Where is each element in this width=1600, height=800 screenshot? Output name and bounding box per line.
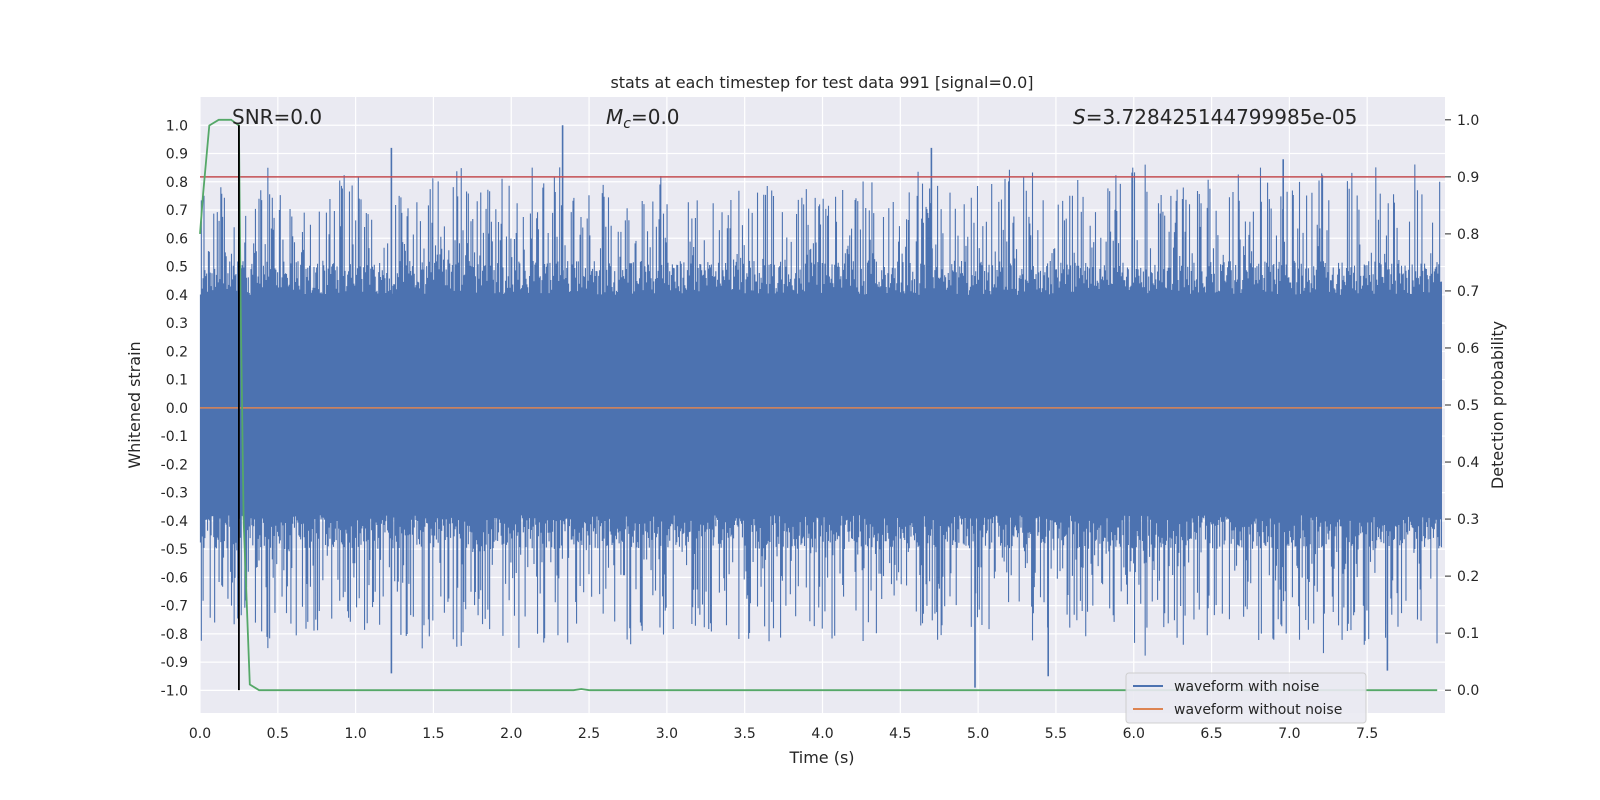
y-tick-label-right: 0.0 (1457, 683, 1479, 699)
y-tick-label-left: -0.2 (161, 457, 188, 473)
y-tick-label-left: 0.8 (166, 175, 188, 191)
y-tick-label-right: 0.4 (1457, 455, 1479, 471)
s-annotation: S=3.728425144799985e-05 (1073, 105, 1357, 129)
y-tick-label-left: -0.8 (161, 627, 188, 643)
x-tick-label: 6.5 (1200, 726, 1222, 742)
x-tick-label: 0.0 (189, 726, 211, 742)
y-tick-label-right: 1.0 (1457, 113, 1479, 129)
x-tick-label: 2.0 (500, 726, 522, 742)
y-tick-label-left: 0.1 (166, 373, 188, 389)
y-tick-label-left: -0.5 (161, 542, 188, 558)
x-tick-label: 1.5 (422, 726, 444, 742)
legend-label-clean: waveform without noise (1174, 702, 1342, 718)
y-tick-label-left: 0.2 (166, 344, 188, 360)
x-tick-label: 3.5 (734, 726, 756, 742)
x-tick-label: 6.0 (1123, 726, 1145, 742)
y-tick-label-left: 0.6 (166, 231, 188, 247)
y-tick-label-left: 0.3 (166, 316, 188, 332)
x-tick-label: 0.5 (267, 726, 289, 742)
y-tick-label-left: -1.0 (161, 683, 188, 699)
legend: waveform with noise waveform without noi… (1125, 672, 1367, 724)
x-tick-label: 5.5 (1045, 726, 1067, 742)
y-tick-label-left: 0.5 (166, 260, 188, 276)
noise-peak (390, 125, 1389, 688)
y-tick-label-left: -0.9 (161, 655, 188, 671)
y-tick-label-left: 0.4 (166, 288, 188, 304)
s-value: =3.728425144799985e-05 (1086, 105, 1358, 129)
y-tick-label-right: 0.8 (1457, 227, 1479, 243)
chart-title: stats at each timestep for test data 991… (610, 73, 1033, 92)
x-tick-label: 1.0 (344, 726, 366, 742)
y-tick-label-right: 0.7 (1457, 284, 1479, 300)
y-tick-label-left: -0.6 (161, 570, 188, 586)
y-tick-label-right: 0.2 (1457, 569, 1479, 585)
mc-annotation: Mc=0.0 (606, 105, 680, 132)
x-tick-label: 3.0 (656, 726, 678, 742)
mc-subscript: c (623, 116, 631, 132)
y-tick-label-left: 0.7 (166, 203, 188, 219)
y-tick-label-left: -0.3 (161, 486, 188, 502)
x-tick-label: 5.0 (967, 726, 989, 742)
y-tick-label-left: 0.0 (166, 401, 188, 417)
y-tick-label-left: -0.7 (161, 599, 188, 615)
x-ticks: 0.0 0.5 1.0 1.5 2.0 2.5 3.0 3.5 4.0 4.5 5.0 5.5 6.0 6… (189, 726, 1378, 742)
legend-label-noise: waveform with noise (1174, 679, 1319, 695)
x-tick-label: 7.0 (1278, 726, 1300, 742)
detection-probability-line (199, 118, 1438, 692)
mc-value: =0.0 (631, 105, 680, 129)
y-tick-label-right: 0.9 (1457, 170, 1479, 186)
y-tick-label-left: -0.1 (161, 429, 188, 445)
line-series (199, 118, 1445, 692)
y-tick-label-right: 0.1 (1457, 626, 1479, 642)
x-tick-label: 7.5 (1356, 726, 1378, 742)
y-tick-label-right: 0.6 (1457, 341, 1479, 357)
y-tick-label-left: -0.4 (161, 514, 188, 530)
x-tick-label: 4.0 (811, 726, 833, 742)
snr-annotation: SNR=0.0 (232, 105, 322, 129)
y-tick-label-left: 0.9 (166, 147, 188, 163)
y-tick-label-right: 0.5 (1457, 398, 1479, 414)
x-tick-label: 2.5 (578, 726, 600, 742)
y-tick-label-left: 1.0 (166, 118, 188, 134)
noise-series (199, 125, 1442, 688)
mc-symbol: M (606, 105, 623, 129)
y-axis-label-left: Whitened strain (125, 341, 144, 468)
y-tick-label-right: 0.3 (1457, 512, 1479, 528)
legend-box (1125, 672, 1367, 724)
noise-core-band (200, 351, 1442, 462)
y-ticks-left: 1.0 0.9 0.8 0.7 0.6 0.5 0.4 0.3 0.2 0.1 0.0 -0.1 -0.… (161, 118, 188, 699)
x-tick-label: 4.5 (889, 726, 911, 742)
x-axis-label: Time (s) (788, 748, 854, 767)
y-ticks-right: 1.0 0.9 0.8 0.7 0.6 0.5 0.4 0.3 0.2 0.1 0.0 (1445, 113, 1479, 699)
y-axis-label-right: Detection probability (1488, 321, 1507, 489)
s-symbol: S (1073, 105, 1086, 129)
